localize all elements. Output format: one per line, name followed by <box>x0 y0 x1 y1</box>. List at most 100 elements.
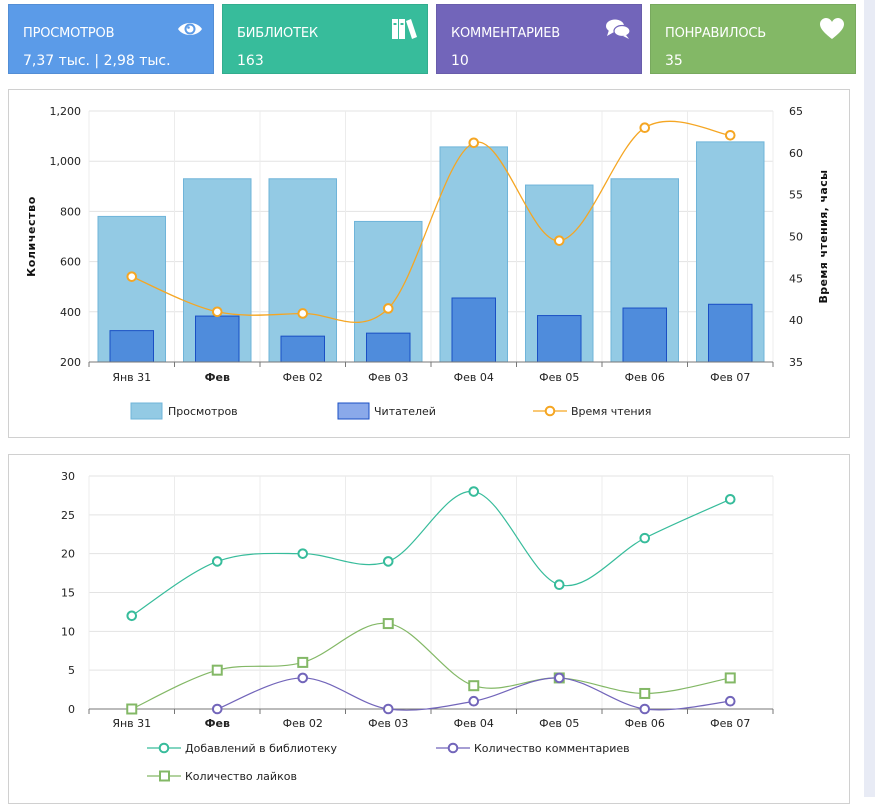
grid-lines <box>89 475 773 709</box>
y-tick-label: 1,200 <box>50 105 82 118</box>
line-reading-time <box>131 120 731 324</box>
legend-item-views: Просмотров <box>130 402 238 420</box>
y-right-tick-label: 45 <box>789 272 803 285</box>
stat-card-value: 35 <box>665 53 683 69</box>
point-library-adds <box>297 548 309 559</box>
stat-card-value: 163 <box>237 53 264 69</box>
x-tick-label: Фев 03 <box>368 717 408 730</box>
line-likes <box>131 622 731 710</box>
point-library-adds <box>553 579 565 591</box>
stat-card-books[interactable]: БИБЛИОТЕК 163 <box>222 4 428 74</box>
line-library-adds <box>131 490 731 617</box>
bar-readers <box>280 335 325 363</box>
x-tick-label: Фев 05 <box>539 371 579 384</box>
x-tick-label: Фев 05 <box>539 717 579 730</box>
activity-chart-panel: 0 5 10 15 20 25 30 Янв 31 Фев Фев 02 Фев 03 Фев 04 Ф… <box>8 454 850 804</box>
bar-readers <box>195 315 240 363</box>
point-reading-time <box>468 137 480 149</box>
legend-swatch-marker <box>544 405 556 417</box>
legend-item-library-adds: Добавлений в библиотеку <box>147 742 338 755</box>
y-tick-label: 400 <box>60 306 81 319</box>
eye-icon <box>177 17 203 41</box>
y-tick-label: 25 <box>61 509 75 522</box>
point-likes <box>724 672 736 684</box>
x-tick-label: Янв 31 <box>112 371 151 384</box>
y-tick-label: 10 <box>61 625 75 638</box>
legend-item-readers: Читателей <box>337 402 436 420</box>
point-reading-time <box>724 129 736 141</box>
y-tick-label: 20 <box>61 548 75 561</box>
y-tick-label: 30 <box>61 470 75 483</box>
x-tick-label: Фев 06 <box>625 717 665 730</box>
side-panel <box>864 0 875 797</box>
point-reading-time <box>639 122 651 134</box>
point-likes <box>297 656 309 668</box>
stat-card-title: ПРОСМОТРОВ <box>23 26 115 41</box>
stat-card-value: 7,37 тыс. | 2,98 тыс. <box>23 53 171 69</box>
point-library-adds <box>724 494 736 505</box>
stat-card-value: 10 <box>451 53 469 69</box>
point-library-adds <box>126 610 138 622</box>
point-reading-time <box>211 306 223 318</box>
point-likes <box>126 703 138 715</box>
y-right-tick-label: 55 <box>789 189 803 202</box>
y-tick-label: 800 <box>60 205 81 218</box>
bar-readers <box>366 332 411 363</box>
x-tick-label: Фев 04 <box>454 717 494 730</box>
y-tick-label: 600 <box>60 256 81 269</box>
x-tick-label: Фев 04 <box>454 371 494 384</box>
y-tick-label: 1,000 <box>50 155 82 168</box>
x-tick-label: Фев <box>205 371 230 384</box>
stat-card-comments[interactable]: КОММЕНТАРИЕВ 10 <box>436 4 642 74</box>
point-library-adds <box>382 556 394 567</box>
point-likes <box>382 618 394 630</box>
x-tick-label: Фев 06 <box>625 371 665 384</box>
books-icon <box>391 17 417 41</box>
y-right-tick-label: 60 <box>789 147 803 160</box>
x-tick-label: Фев 07 <box>710 371 750 384</box>
legend-label: Читателей <box>374 405 436 418</box>
x-tick-label: Фев 02 <box>283 717 323 730</box>
y-right-tick-label: 50 <box>789 231 803 244</box>
legend-item-comments: Количество комментариев <box>436 742 630 755</box>
bar-readers <box>109 330 154 363</box>
legend-item-likes: Количество лайков <box>147 770 297 783</box>
legend-swatch-readers <box>337 402 370 420</box>
y-right-tick-label: 35 <box>789 356 803 369</box>
legend-swatch-marker <box>158 742 170 754</box>
point-reading-time <box>126 271 138 282</box>
legend-label: Добавлений в библиотеку <box>185 742 338 755</box>
y-tick-label: 5 <box>68 664 75 677</box>
point-comments <box>724 695 736 707</box>
views-chart: 200 400 600 800 1,000 1,200 35 40 45 50 55 60 65 Янв … <box>25 105 830 420</box>
y-tick-label: 15 <box>61 587 75 600</box>
x-tick-label: Янв 31 <box>112 717 151 730</box>
point-likes <box>468 680 480 692</box>
point-likes <box>211 664 223 676</box>
legend-item-reading-time: Время чтения <box>533 405 651 418</box>
point-comments <box>468 695 480 707</box>
x-tick-label: Фев <box>205 717 230 730</box>
y-tick-label: 200 <box>60 356 81 369</box>
point-reading-time <box>553 235 565 246</box>
point-library-adds <box>468 486 480 497</box>
x-tick-label: Фев 03 <box>368 371 408 384</box>
legend: Добавлений в библиотеку Количество коммен… <box>147 742 630 783</box>
bar-readers <box>537 315 582 363</box>
stat-card-title: ПОНРАВИЛОСЬ <box>665 26 766 41</box>
legend-label: Количество лайков <box>185 770 297 783</box>
point-comments <box>553 672 565 684</box>
stat-card-eye[interactable]: ПРОСМОТРОВ 7,37 тыс. | 2,98 тыс. <box>8 4 214 74</box>
y-axis-title: Количество <box>25 196 38 277</box>
heart-icon <box>819 17 845 41</box>
point-library-adds <box>211 556 223 567</box>
legend-swatch-marker <box>159 770 170 782</box>
views-chart-panel: 200 400 600 800 1,000 1,200 35 40 45 50 55 60 65 Янв … <box>8 89 850 438</box>
legend: Просмотров Читателей Время чтения <box>130 402 651 420</box>
activity-chart: 0 5 10 15 20 25 30 Янв 31 Фев Фев 02 Фев 03 Фев 04 Ф… <box>61 470 774 783</box>
legend-label: Количество комментариев <box>474 742 630 755</box>
stat-card-heart[interactable]: ПОНРАВИЛОСЬ 35 <box>650 4 856 74</box>
y-right-axis-title: Время чтения, часы <box>817 169 830 303</box>
point-comments <box>382 703 394 715</box>
stat-card-title: БИБЛИОТЕК <box>237 26 318 41</box>
